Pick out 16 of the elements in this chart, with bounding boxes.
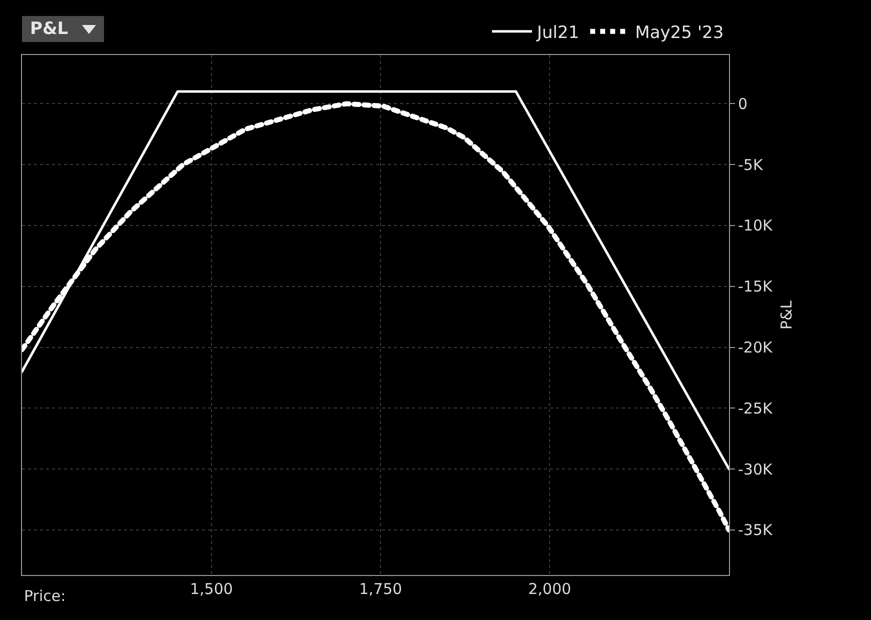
y-tick-label: -30K [738, 460, 774, 478]
x-tick-label: 2,000 [528, 580, 572, 598]
y-tick-label: -35K [738, 521, 774, 540]
y-tick-label: -20K [738, 338, 774, 357]
legend-label: Jul21 [536, 22, 580, 43]
legend-label: May25 '23 [635, 22, 724, 43]
x-tick-label: 1,500 [190, 580, 233, 598]
y-tick-label: -15K [738, 278, 774, 296]
y-axis-title: P&L [778, 300, 796, 330]
y-tick-label: -5K [738, 156, 764, 174]
x-tick-label: 1,750 [359, 580, 402, 598]
x-axis-title: Price: [24, 587, 66, 605]
y-tick-label: -25K [738, 399, 774, 418]
chart-title: P&L [30, 19, 68, 39]
y-tick-label: 0 [738, 94, 748, 113]
y-tick-label: -10K [738, 216, 774, 235]
